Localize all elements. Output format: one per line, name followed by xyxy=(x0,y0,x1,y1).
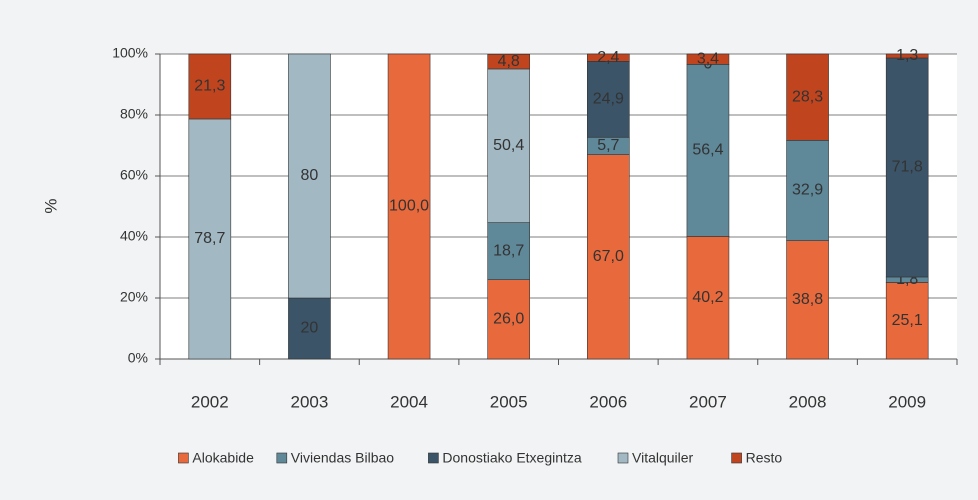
legend-swatch xyxy=(731,452,742,464)
data-label: 24,9 xyxy=(593,91,624,108)
x-tick-label: 2008 xyxy=(789,392,827,411)
legend-swatch xyxy=(276,452,288,464)
bar-segment xyxy=(387,53,431,360)
bar-segment xyxy=(885,282,929,360)
data-label: 28,3 xyxy=(792,88,823,105)
y-axis-label: % xyxy=(41,198,60,213)
data-label: 25,1 xyxy=(892,312,923,329)
legend-swatch xyxy=(617,452,629,464)
legend-label: Vitalquiler xyxy=(632,450,694,466)
data-label: 2,4 xyxy=(597,49,619,66)
bar-segment xyxy=(686,236,730,360)
bar-segment xyxy=(487,54,530,70)
bar-segment xyxy=(587,61,630,138)
y-tick-label: 80% xyxy=(120,106,148,122)
bar-segment xyxy=(786,53,829,141)
x-tick-label: 2006 xyxy=(589,392,627,411)
y-tick-label: 60% xyxy=(120,167,148,183)
bar-segment xyxy=(288,297,331,360)
bar-segment xyxy=(686,64,730,237)
legend-label: Resto xyxy=(746,450,783,466)
x-tick-label: 2005 xyxy=(490,392,528,411)
bar-segment xyxy=(786,240,829,360)
data-label: 21,3 xyxy=(194,78,225,95)
data-label: 50,4 xyxy=(493,137,524,154)
data-label: 18,7 xyxy=(493,242,524,259)
bar-segment xyxy=(288,53,331,299)
x-tick-label: 2002 xyxy=(191,392,229,411)
bar-segment xyxy=(188,53,232,120)
bar-segment xyxy=(487,222,530,280)
data-label: 1,3 xyxy=(896,47,918,64)
x-tick-label: 2003 xyxy=(291,392,329,411)
data-label: 71,8 xyxy=(892,159,923,176)
data-label: 5,7 xyxy=(597,137,619,154)
bar-segment xyxy=(188,118,232,360)
legend-swatch xyxy=(178,452,189,464)
data-label: 38,8 xyxy=(792,291,823,308)
data-label: 56,4 xyxy=(692,142,723,159)
bar-segment xyxy=(487,279,530,360)
plot-area xyxy=(160,54,957,359)
data-label: 32,9 xyxy=(792,182,823,199)
y-tick-label: 0% xyxy=(128,350,148,366)
x-tick-label: 2004 xyxy=(390,392,428,411)
x-tick-label: 2007 xyxy=(689,392,727,411)
legend-label: Donostiako Etxegintza xyxy=(442,450,582,466)
data-label: 100,0 xyxy=(389,198,429,215)
bar-segment xyxy=(587,154,630,360)
x-tick-label: 2009 xyxy=(888,392,926,411)
data-label: 67,0 xyxy=(593,248,624,265)
y-tick-label: 40% xyxy=(120,228,148,244)
data-label: 80 xyxy=(301,167,319,184)
bar-segment xyxy=(587,53,630,62)
data-label: 26,0 xyxy=(493,311,524,328)
bar-segment xyxy=(686,53,730,65)
y-tick-label: 20% xyxy=(120,289,148,305)
bar-segment xyxy=(487,68,530,223)
data-label: 3,4 xyxy=(697,50,719,67)
bar-segment xyxy=(885,57,929,278)
bar-segment xyxy=(885,53,929,59)
data-label: 4,8 xyxy=(498,53,520,70)
bar-segment xyxy=(786,140,829,241)
data-label: 20 xyxy=(301,320,319,337)
legend-label: Viviendas Bilbao xyxy=(291,450,394,466)
y-tick-label: 100% xyxy=(112,45,148,61)
legend-swatch xyxy=(428,452,439,464)
data-label: 78,7 xyxy=(194,230,225,247)
data-label: 40,2 xyxy=(692,289,723,306)
legend-label: Alokabide xyxy=(192,450,254,466)
